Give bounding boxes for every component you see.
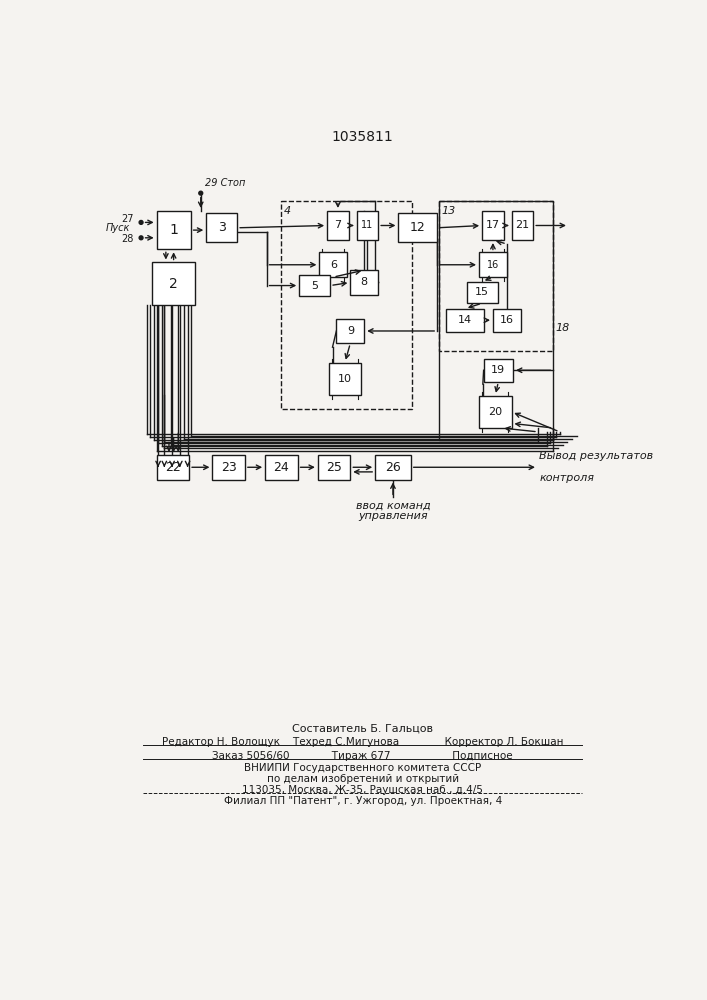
Text: Пуск: Пуск [106, 223, 130, 233]
Text: 19: 19 [491, 365, 506, 375]
Bar [329, 363, 361, 395]
Text: 29 Стоп: 29 Стоп [204, 178, 245, 188]
Text: 11: 11 [361, 220, 373, 230]
Bar [375, 455, 411, 480]
Text: 1: 1 [169, 223, 178, 237]
Bar [212, 455, 245, 480]
Circle shape [139, 236, 143, 240]
Bar [479, 252, 507, 277]
Bar [512, 211, 533, 240]
Text: 5: 5 [311, 281, 318, 291]
Bar [281, 201, 412, 409]
Text: 113035, Москва, Ж-35, Раушская наб., д.4/5: 113035, Москва, Ж-35, Раушская наб., д.4… [243, 785, 483, 795]
Text: 8: 8 [361, 277, 368, 287]
Text: ввод команд: ввод команд [356, 501, 431, 511]
Bar [351, 270, 378, 295]
Text: 20: 20 [489, 407, 502, 417]
Circle shape [199, 191, 203, 195]
Bar [299, 275, 330, 296]
Bar [156, 455, 189, 480]
Text: 15: 15 [475, 287, 489, 297]
Text: 12: 12 [410, 221, 426, 234]
Text: контроля: контроля [539, 473, 595, 483]
Text: Составитель Б. Гальцов: Составитель Б. Гальцов [292, 723, 433, 733]
Text: 4: 4 [284, 206, 291, 216]
Text: 23: 23 [221, 461, 237, 474]
Bar [438, 201, 554, 351]
Text: 16: 16 [500, 315, 514, 325]
Bar [327, 211, 349, 240]
Bar [493, 309, 521, 332]
Text: 6: 6 [329, 260, 337, 270]
Text: 7: 7 [334, 220, 341, 230]
Bar [482, 211, 504, 240]
Text: по делам изобретений и открытий: по делам изобретений и открытий [267, 774, 459, 784]
Text: Вывод результатов: Вывод результатов [539, 451, 653, 461]
Bar [467, 282, 498, 303]
Text: 13: 13 [442, 206, 456, 216]
Text: Заказ 5056/60             Тираж 677                   Подписное: Заказ 5056/60 Тираж 677 Подписное [212, 751, 513, 761]
Text: 17: 17 [486, 220, 500, 230]
Bar [156, 211, 191, 249]
Bar [438, 201, 554, 440]
Text: ВНИИПИ Государственного комитета СССР: ВНИИПИ Государственного комитета СССР [244, 763, 481, 773]
Bar [320, 252, 347, 277]
Text: 2: 2 [169, 277, 178, 291]
Circle shape [139, 220, 143, 224]
Bar [446, 309, 484, 332]
Text: Филиал ПП "Патент", г. Ужгород, ул. Проектная, 4: Филиал ПП "Патент", г. Ужгород, ул. Прое… [223, 796, 502, 806]
Bar [337, 319, 364, 343]
Bar [265, 455, 298, 480]
Text: управления: управления [358, 511, 428, 521]
Text: 22: 22 [165, 461, 181, 474]
Text: 24: 24 [274, 461, 289, 474]
Text: 10: 10 [338, 374, 352, 384]
Text: 16: 16 [487, 260, 499, 270]
Text: 14: 14 [458, 315, 472, 325]
Bar [398, 213, 437, 242]
Bar [152, 262, 195, 305]
Bar [317, 455, 351, 480]
Text: 25: 25 [326, 461, 342, 474]
Text: 1035811: 1035811 [332, 130, 394, 144]
Text: 3: 3 [218, 221, 226, 234]
Text: Редактор Н. Волощук    Техред С.Мигунова              Корректор Л. Бокшан: Редактор Н. Волощук Техред С.Мигунова Ко… [162, 737, 563, 747]
Text: 18: 18 [556, 323, 570, 333]
Bar [484, 359, 513, 382]
Text: 9: 9 [346, 326, 354, 336]
Bar [479, 396, 512, 428]
Text: 28: 28 [121, 234, 134, 244]
Bar [206, 213, 237, 242]
Bar [356, 211, 378, 240]
Text: 26: 26 [385, 461, 401, 474]
Text: 21: 21 [515, 220, 530, 230]
Text: 27: 27 [121, 214, 134, 224]
